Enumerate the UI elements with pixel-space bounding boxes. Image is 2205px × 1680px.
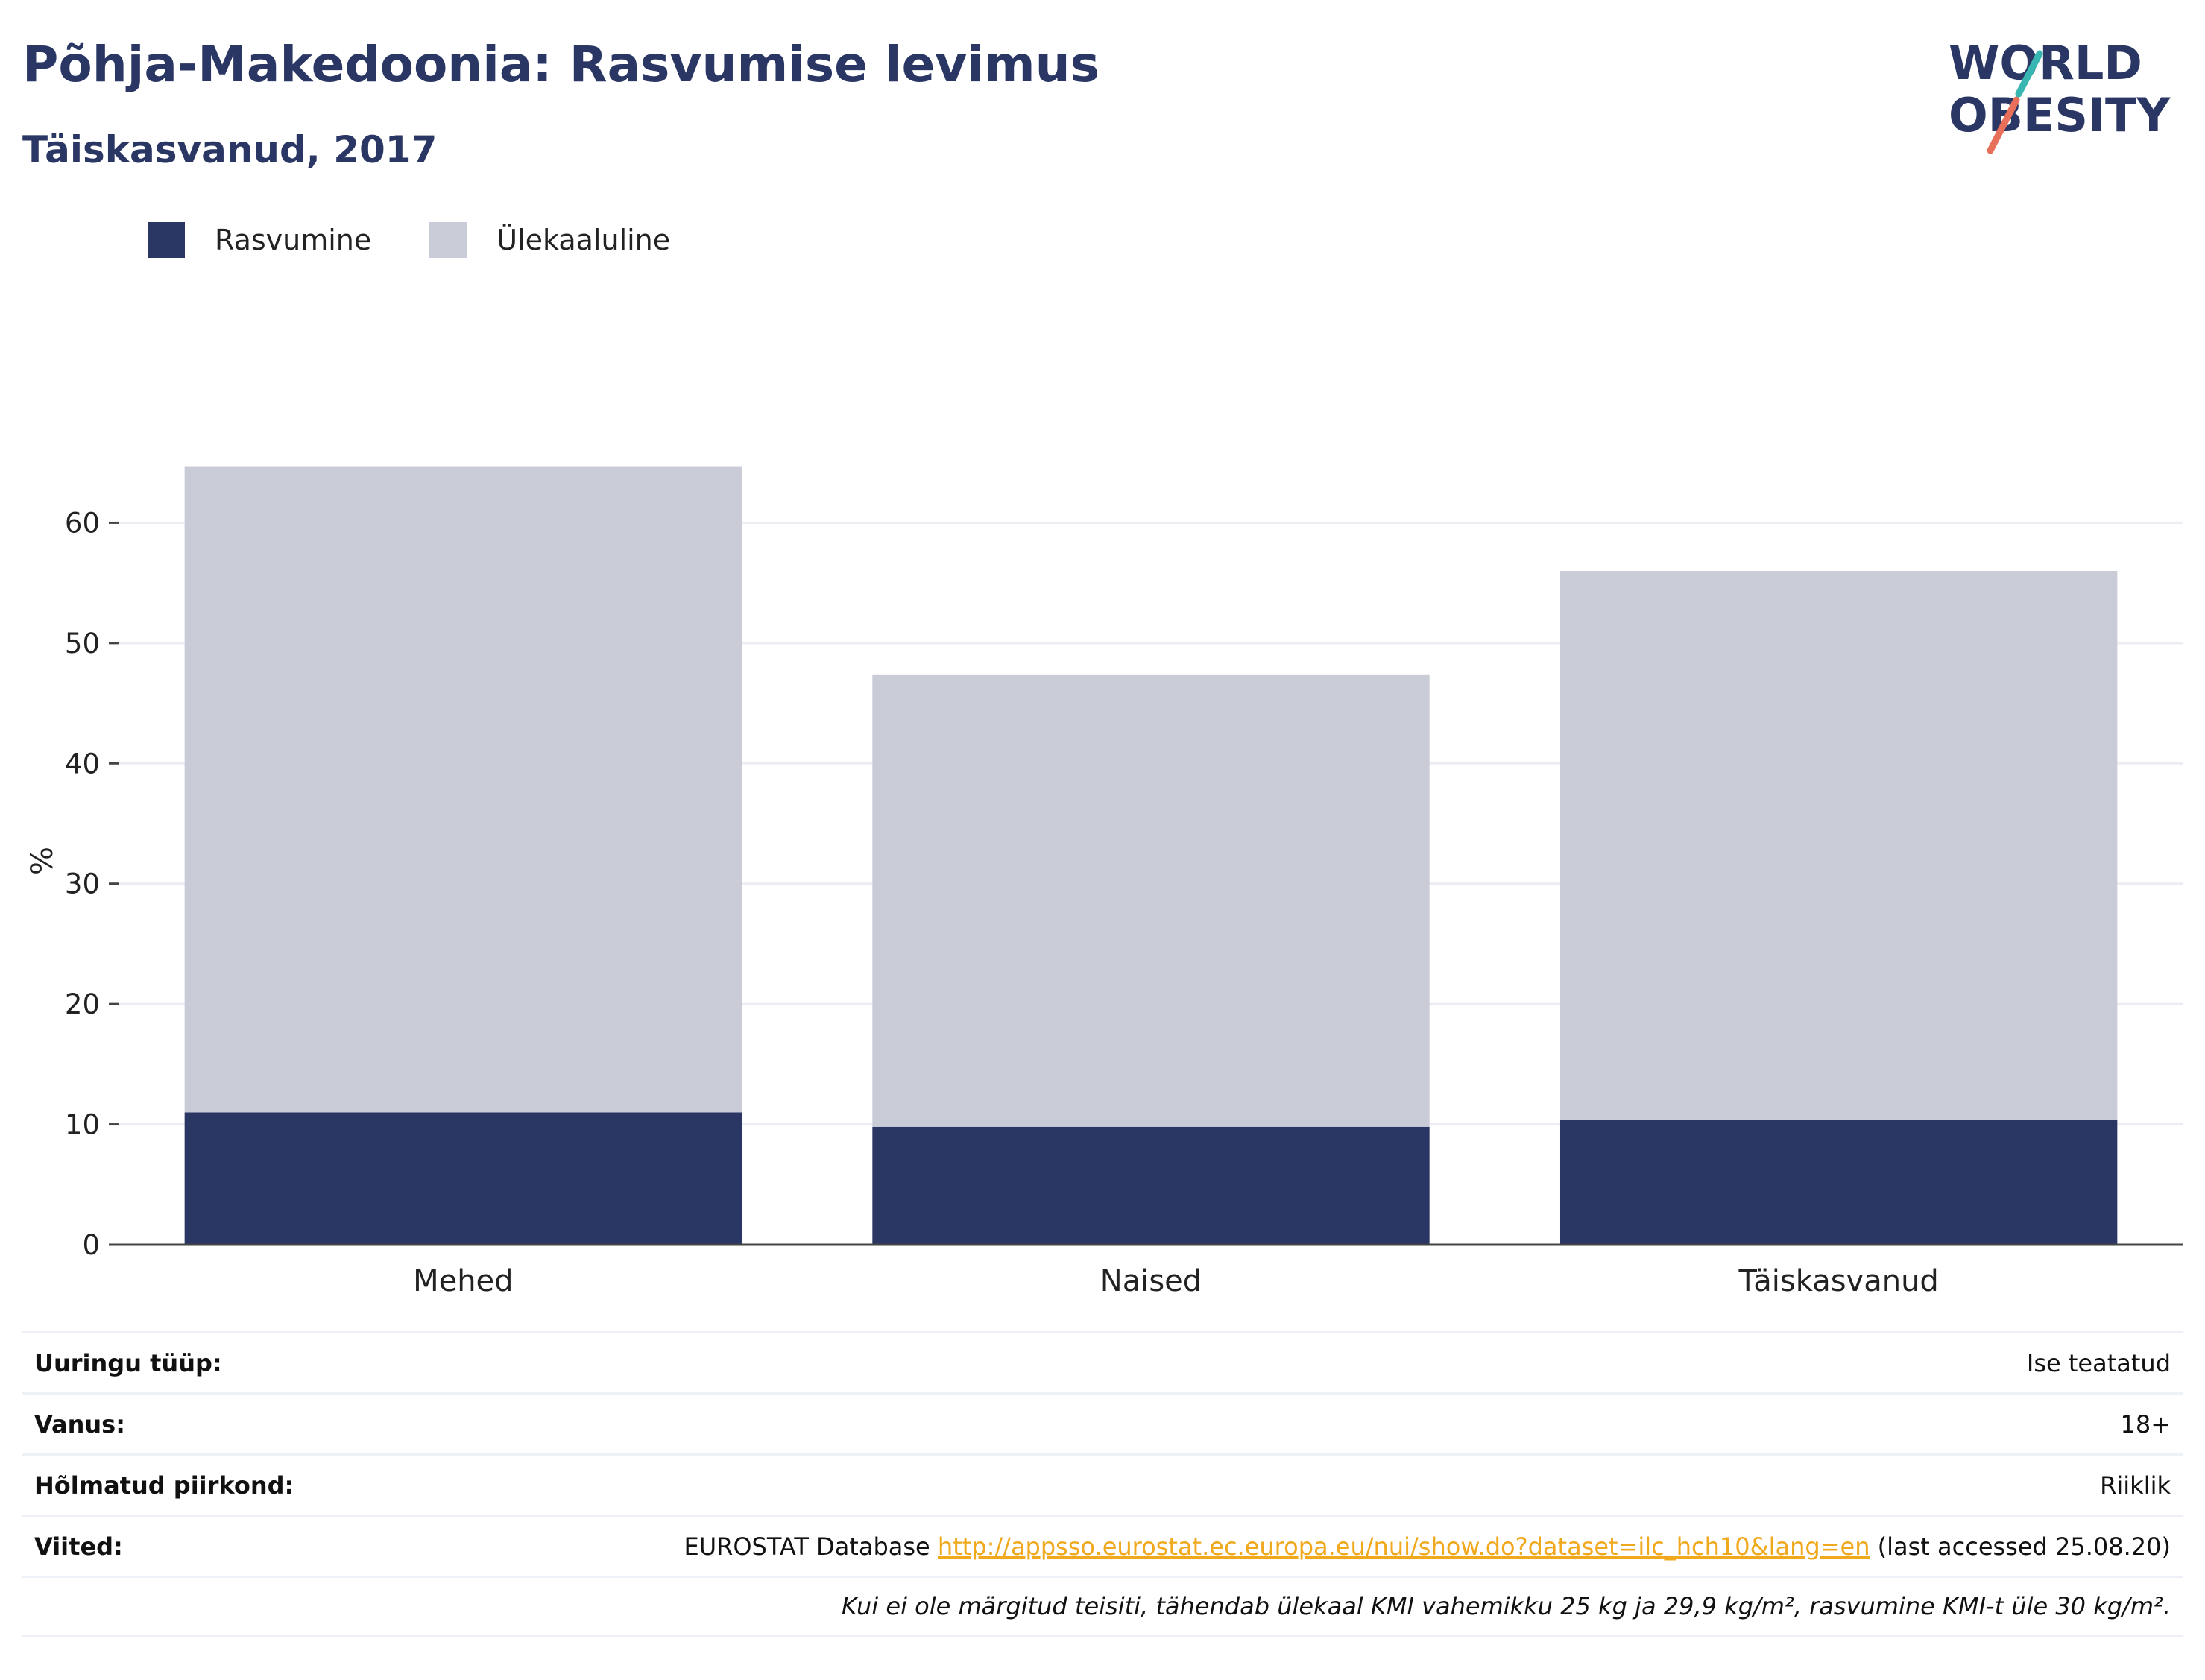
info-row-references: Viited: EUROSTAT Database http://appsso.… [22,1515,2183,1576]
y-tick-label: 50 [65,628,100,660]
page-title: Põhja-Makedoonia: Rasvumise levimus [22,36,1100,93]
page-subtitle: Täiskasvanud, 2017 [22,128,438,171]
bar-overweight [184,466,742,1113]
info-key: Hõlmatud piirkond: [34,1471,294,1500]
logo-slash-teal [2015,50,2043,98]
logo-slash-red [1987,96,2020,154]
y-tick-label: 30 [65,868,100,900]
logo-word-1: WORLD [1949,36,2142,90]
legend-item-obesity[interactable]: Rasvumine [148,222,371,258]
info-row-coverage: Hõlmatud piirkond: Riiklik [22,1453,2183,1515]
references-prefix: EUROSTAT Database [684,1532,938,1561]
y-tick-label: 0 [82,1229,100,1261]
info-value: Riiklik [2100,1471,2171,1500]
info-key: Viited: [34,1532,123,1561]
bar-obesity [1559,1120,2118,1245]
x-category-label: Täiskasvanud [1738,1264,1939,1298]
legend-label-overweight: Ülekaaluline [496,224,671,256]
y-tick-label: 40 [65,748,100,780]
bar-overweight [872,674,1430,1127]
x-category-label: Naised [1100,1264,1202,1298]
info-row-age: Vanus: 18+ [22,1392,2183,1453]
legend-swatch-obesity [148,222,185,258]
info-key: Uuringu tüüp: [34,1348,222,1377]
bar-overweight [1559,571,2118,1120]
references-suffix: (last accessed 25.08.20) [1870,1532,2171,1561]
bar-obesity [184,1112,742,1245]
y-axis-label: % [25,847,60,875]
info-key: Vanus: [34,1409,126,1439]
bar-obesity [872,1126,1430,1245]
reference-link[interactable]: http://appsso.eurostat.ec.europa.eu/nui/… [937,1532,1870,1561]
info-row-note: Kui ei ole märgitud teisiti, tähendab ül… [22,1576,2183,1637]
legend-item-overweight[interactable]: Ülekaaluline [429,222,670,258]
info-value: 18+ [2120,1409,2171,1439]
y-tick-label: 20 [65,988,100,1020]
definition-note: Kui ei ole märgitud teisiti, tähendab ül… [841,1592,2171,1620]
legend-swatch-overweight [429,222,467,258]
info-table: Uuringu tüüp: Ise teatatud Vanus: 18+ Hõ… [22,1331,2183,1637]
legend-label-obesity: Rasvumine [215,224,372,256]
x-category-label: Mehed [413,1264,513,1298]
chart-legend: Rasvumine Ülekaaluline [148,222,728,258]
stacked-bar-chart: 0 10 20 30 40 50 60% Mehed Naised Täiskasvanud [25,466,2183,1298]
references-value: EUROSTAT Database http://appsso.eurostat… [684,1532,2171,1561]
logo-word-2: OBESITY [1949,88,2171,142]
y-tick-label: 60 [65,507,100,539]
info-row-survey-type: Uuringu tüüp: Ise teatatud [22,1331,2183,1392]
y-tick-label: 10 [65,1109,100,1141]
info-value: Ise teatatud [2026,1348,2171,1377]
world-obesity-logo: WORLD OBESITY [1949,36,2171,154]
